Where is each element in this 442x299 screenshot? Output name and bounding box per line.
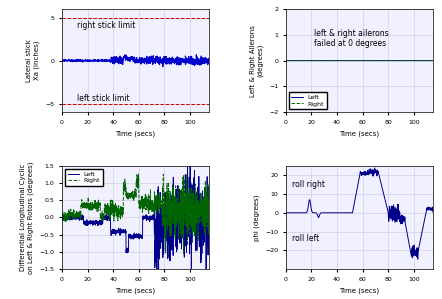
- Right: [136, 172, 141, 176]
- Legend: Left, Right: Left, Right: [289, 92, 327, 109]
- Left: [393, 59, 399, 62]
- Right: [170, 216, 175, 220]
- Text: right stick limit: right stick limit: [77, 21, 136, 30]
- X-axis label: Time (secs): Time (secs): [115, 130, 156, 137]
- Right: [64, 215, 69, 219]
- Left: [424, 59, 429, 62]
- Right: [320, 59, 325, 62]
- Left: [170, 240, 175, 243]
- Right: [393, 59, 399, 62]
- X-axis label: Time (secs): Time (secs): [339, 287, 380, 294]
- X-axis label: Time (secs): Time (secs): [339, 130, 380, 137]
- Right: [346, 59, 351, 62]
- Right: [200, 201, 206, 204]
- Left: [200, 211, 206, 215]
- Left: [431, 59, 436, 62]
- Text: left & right ailerons
failed at 0 degrees: left & right ailerons failed at 0 degree…: [314, 29, 389, 48]
- Text: roll left: roll left: [292, 234, 320, 243]
- Left: [85, 223, 90, 227]
- Left: [309, 59, 314, 62]
- Y-axis label: Differential Longitudinal Cyclic
on Left & Right Rotors (degrees): Differential Longitudinal Cyclic on Left…: [20, 161, 34, 274]
- Left: [122, 228, 127, 232]
- Legend: Left, Right: Left, Right: [65, 169, 103, 186]
- Right: [288, 59, 293, 62]
- Left: [64, 219, 69, 222]
- Right: [431, 59, 436, 62]
- Right: [309, 59, 314, 62]
- Left: [283, 59, 289, 62]
- Left: [346, 59, 351, 62]
- Y-axis label: phi (degrees): phi (degrees): [253, 194, 259, 241]
- Right: [122, 177, 127, 181]
- Left: [206, 216, 212, 219]
- Y-axis label: Left & Right Ailerons
(degrees): Left & Right Ailerons (degrees): [250, 25, 263, 97]
- Y-axis label: Lateral stick
Xa (inches): Lateral stick Xa (inches): [26, 39, 40, 82]
- Left: [320, 59, 325, 62]
- Right: [181, 253, 186, 257]
- Line: Left: Left: [62, 159, 209, 288]
- Right: [424, 59, 429, 62]
- Right: [59, 217, 65, 221]
- Right: [95, 202, 101, 206]
- Text: roll right: roll right: [292, 179, 325, 188]
- Left: [187, 158, 193, 161]
- Left: [154, 286, 160, 290]
- Right: [85, 202, 90, 205]
- Left: [95, 221, 101, 225]
- Line: Right: Right: [62, 174, 209, 255]
- Text: left stick limit: left stick limit: [77, 94, 130, 103]
- Right: [283, 59, 289, 62]
- Left: [288, 59, 293, 62]
- Right: [206, 216, 212, 220]
- Left: [59, 213, 65, 217]
- X-axis label: Time (secs): Time (secs): [115, 287, 156, 294]
